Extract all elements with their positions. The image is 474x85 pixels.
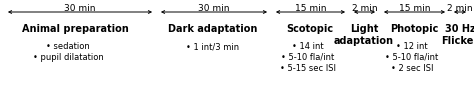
Text: Photopic: Photopic [390, 24, 438, 34]
Text: Scotopic: Scotopic [286, 24, 334, 34]
Text: • 1 int/3 min: • 1 int/3 min [186, 42, 239, 51]
Text: Animal preparation: Animal preparation [22, 24, 128, 34]
Text: • 5-10 fla/int: • 5-10 fla/int [385, 53, 438, 62]
Text: • 2 sec ISI: • 2 sec ISI [391, 64, 433, 73]
Text: • pupil dilatation: • pupil dilatation [33, 53, 103, 62]
Text: • 5-10 fla/int: • 5-10 fla/int [282, 53, 335, 62]
Text: • sedation: • sedation [46, 42, 90, 51]
Text: Light
adaptation: Light adaptation [334, 24, 394, 46]
Text: • 12 int: • 12 int [396, 42, 428, 51]
Text: 15 min: 15 min [295, 4, 326, 13]
Text: 2 min: 2 min [352, 4, 377, 13]
Text: • 5-15 sec ISI: • 5-15 sec ISI [280, 64, 336, 73]
Text: 30 min: 30 min [64, 4, 96, 13]
Text: Dark adaptation: Dark adaptation [168, 24, 258, 34]
Text: 2 min: 2 min [447, 4, 473, 13]
Text: 15 min: 15 min [399, 4, 430, 13]
Text: 30 Hz
Flicker: 30 Hz Flicker [441, 24, 474, 46]
Text: • 14 int: • 14 int [292, 42, 324, 51]
Text: 30 min: 30 min [198, 4, 230, 13]
